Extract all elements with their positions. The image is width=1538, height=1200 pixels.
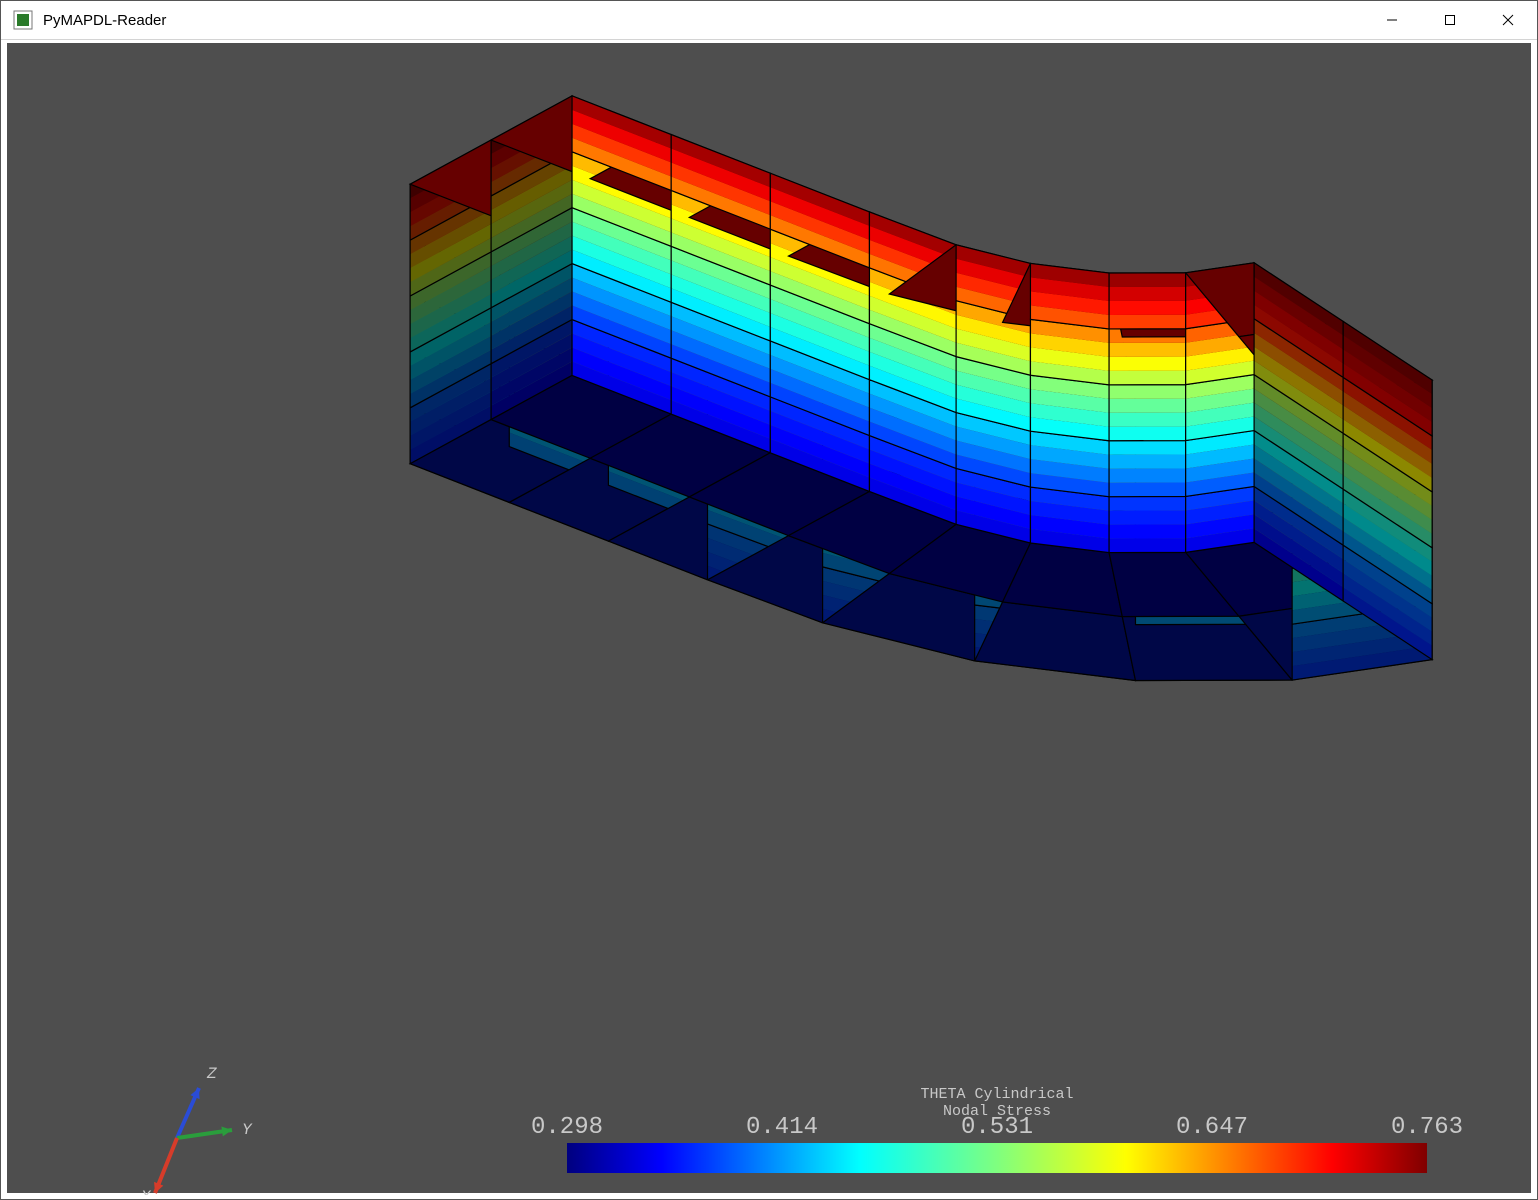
- app-window: PyMAPDL-Reader Z Y X THET: [0, 0, 1538, 1200]
- maximize-button[interactable]: [1421, 1, 1479, 39]
- svg-text:0.763: 0.763: [1391, 1114, 1463, 1141]
- scalar-bar-gradient: [567, 1143, 1427, 1173]
- svg-text:Z: Z: [206, 1065, 217, 1083]
- minimize-button[interactable]: [1363, 1, 1421, 39]
- scalar-bar: THETA Cylindrical Nodal Stress 0.2980.41…: [531, 1086, 1463, 1173]
- axis-x: X: [140, 1138, 177, 1195]
- svg-text:Y: Y: [242, 1121, 253, 1139]
- scalar-bar-title-1: THETA Cylindrical: [920, 1086, 1073, 1103]
- orientation-triad[interactable]: Z Y X: [140, 1065, 253, 1195]
- axis-y: Y: [177, 1121, 253, 1139]
- svg-text:0.298: 0.298: [531, 1114, 603, 1141]
- svg-text:0.531: 0.531: [961, 1114, 1033, 1141]
- window-title: PyMAPDL-Reader: [43, 12, 166, 29]
- svg-text:0.647: 0.647: [1176, 1114, 1248, 1141]
- titlebar[interactable]: PyMAPDL-Reader: [1, 1, 1537, 40]
- svg-text:X: X: [140, 1188, 152, 1195]
- mesh-surface[interactable]: [410, 96, 1432, 681]
- scene-canvas[interactable]: Z Y X THETA Cylindrical Nodal Stress 0.2…: [7, 43, 1533, 1195]
- close-button[interactable]: [1479, 1, 1537, 39]
- svg-text:0.414: 0.414: [746, 1114, 818, 1141]
- app-icon: [13, 10, 33, 30]
- axis-z: Z: [177, 1065, 217, 1138]
- render-viewport[interactable]: Z Y X THETA Cylindrical Nodal Stress 0.2…: [7, 43, 1531, 1193]
- scalar-bar-ticks: 0.298 0.414 0.531 0.647 0.763: [531, 1114, 1463, 1141]
